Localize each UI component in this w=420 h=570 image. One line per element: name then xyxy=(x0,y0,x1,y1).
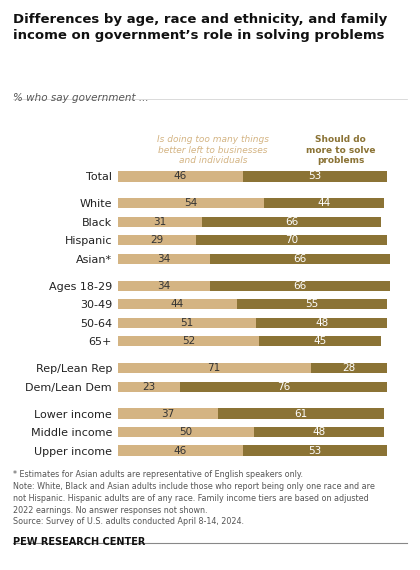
Bar xyxy=(259,336,381,347)
Text: Is doing too many things
better left to businesses
and individuals: Is doing too many things better left to … xyxy=(157,135,269,165)
Bar xyxy=(210,280,390,291)
Text: * Estimates for Asian adults are representative of English speakers only.
Note: : * Estimates for Asian adults are represe… xyxy=(13,470,375,527)
Text: 37: 37 xyxy=(161,409,175,418)
Bar xyxy=(118,336,259,347)
Bar xyxy=(180,381,387,392)
Text: 23: 23 xyxy=(142,382,155,392)
Bar xyxy=(118,317,256,328)
Bar xyxy=(243,446,387,455)
Bar xyxy=(118,217,202,227)
Text: 52: 52 xyxy=(182,336,195,347)
Text: 53: 53 xyxy=(308,446,321,455)
Text: 44: 44 xyxy=(318,198,331,208)
Bar xyxy=(118,446,243,455)
Text: 29: 29 xyxy=(150,235,164,245)
Bar xyxy=(243,172,387,181)
Text: 53: 53 xyxy=(308,172,321,181)
Text: 61: 61 xyxy=(294,409,308,418)
Bar xyxy=(118,198,265,209)
Bar xyxy=(256,317,387,328)
Bar xyxy=(118,254,210,264)
Text: 28: 28 xyxy=(342,363,355,373)
Text: 44: 44 xyxy=(171,299,184,310)
Bar xyxy=(218,409,384,418)
Text: 55: 55 xyxy=(305,299,319,310)
Bar xyxy=(202,217,381,227)
Text: 66: 66 xyxy=(293,254,307,264)
Bar xyxy=(118,172,243,181)
Text: % who say government ...: % who say government ... xyxy=(13,93,148,104)
Text: 66: 66 xyxy=(293,280,307,291)
Bar xyxy=(210,254,390,264)
Text: Differences by age, race and ethnicity, and family
income on government’s role i: Differences by age, race and ethnicity, … xyxy=(13,13,387,42)
Bar xyxy=(118,280,210,291)
Bar xyxy=(118,235,197,246)
Bar xyxy=(265,198,384,209)
Text: 34: 34 xyxy=(157,280,171,291)
Text: 51: 51 xyxy=(180,317,194,328)
Text: 48: 48 xyxy=(315,317,328,328)
Text: 46: 46 xyxy=(173,172,187,181)
Bar xyxy=(118,409,218,418)
Text: 46: 46 xyxy=(173,446,187,455)
Text: 45: 45 xyxy=(314,336,327,347)
Text: 50: 50 xyxy=(179,427,192,437)
Bar xyxy=(197,235,387,246)
Bar xyxy=(254,427,384,437)
Bar xyxy=(118,381,180,392)
Text: Should do
more to solve
problems: Should do more to solve problems xyxy=(306,135,375,165)
Bar xyxy=(237,299,387,310)
Bar xyxy=(118,299,237,310)
Text: 54: 54 xyxy=(184,198,198,208)
Text: 48: 48 xyxy=(312,427,326,437)
Bar xyxy=(118,363,311,373)
Text: 76: 76 xyxy=(277,382,290,392)
Bar xyxy=(311,363,387,373)
Text: PEW RESEARCH CENTER: PEW RESEARCH CENTER xyxy=(13,537,145,547)
Text: 71: 71 xyxy=(207,363,221,373)
Text: 70: 70 xyxy=(285,235,298,245)
Text: 66: 66 xyxy=(285,217,298,227)
Text: 31: 31 xyxy=(153,217,166,227)
Text: 34: 34 xyxy=(157,254,171,264)
Bar xyxy=(118,427,254,437)
